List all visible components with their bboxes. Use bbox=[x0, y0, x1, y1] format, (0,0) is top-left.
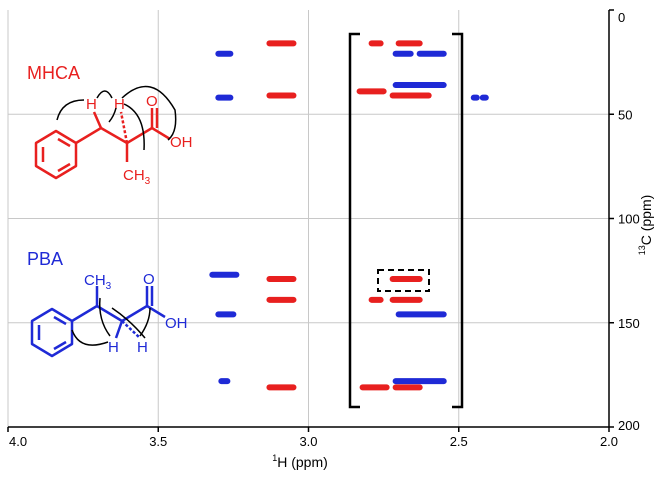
mhca-coupling-arrows bbox=[56, 85, 177, 151]
mhca-structure bbox=[34, 108, 171, 180]
mhca-h2: H bbox=[114, 96, 125, 113]
highlight-box bbox=[377, 269, 430, 292]
region-bracket bbox=[348, 32, 464, 409]
cross-peaks bbox=[209, 40, 489, 391]
x-tick-label: 2.0 bbox=[600, 434, 618, 449]
pba-label: PBA bbox=[27, 249, 63, 269]
mhca-label: MHCA bbox=[27, 63, 80, 83]
x-axis-title: 1H (ppm) bbox=[272, 453, 328, 470]
pba-coupling-arrows bbox=[71, 297, 151, 346]
y-ticks: 0 50 100 150 200 bbox=[609, 9, 640, 433]
pba-structure bbox=[30, 286, 166, 358]
mhca-oh: OH bbox=[170, 134, 193, 151]
x-tick-label: 3.5 bbox=[149, 434, 167, 449]
y-tick-label: 150 bbox=[618, 316, 640, 331]
y-tick-label: 50 bbox=[618, 107, 632, 122]
x-tick-label: 2.5 bbox=[450, 434, 468, 449]
mhca-methyl: CH3 bbox=[123, 167, 151, 187]
x-tick-label: 4.0 bbox=[9, 434, 27, 449]
mhca-h1: H bbox=[86, 96, 97, 113]
pba-h2: H bbox=[137, 339, 148, 356]
y-tick-label: 100 bbox=[618, 212, 640, 227]
pba-h1: H bbox=[108, 339, 119, 356]
y-axis-title: 13C (ppm) bbox=[637, 195, 654, 256]
pba-methyl: CH3 bbox=[84, 272, 112, 292]
pba-o: O bbox=[143, 271, 155, 288]
y-tick-label: 200 bbox=[618, 418, 640, 433]
x-ticks: 4.0 3.5 3.0 2.5 2.0 bbox=[7, 427, 618, 449]
pba-oh: OH bbox=[165, 315, 188, 332]
grid-lines bbox=[7, 10, 610, 427]
y-tick-label: 0 bbox=[618, 10, 625, 25]
x-tick-label: 3.0 bbox=[299, 434, 317, 449]
mhca-o: O bbox=[146, 93, 158, 110]
